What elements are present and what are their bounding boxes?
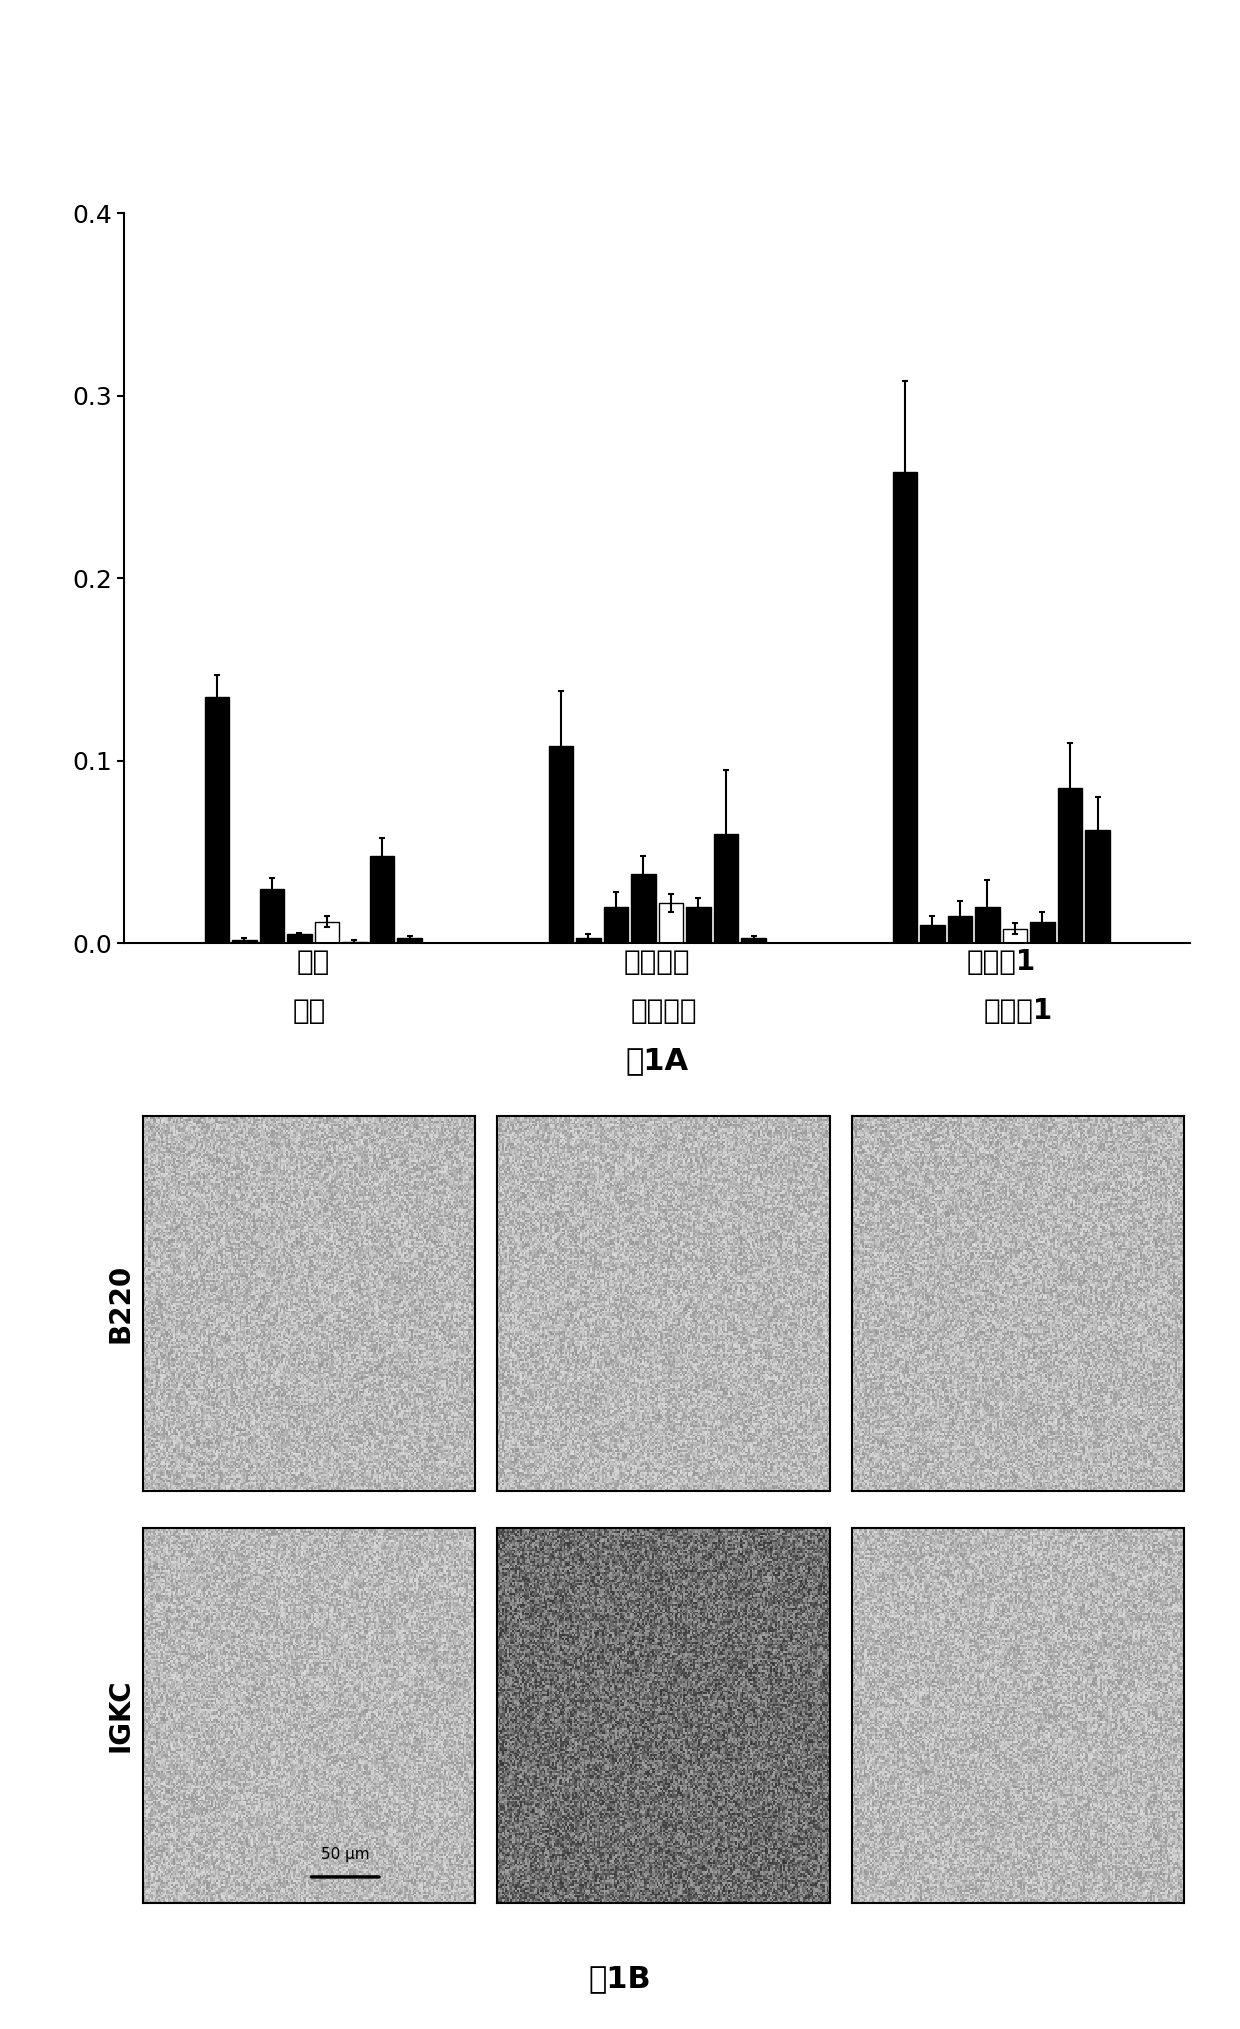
Bar xyxy=(397,937,422,943)
Bar xyxy=(260,889,284,943)
Bar xyxy=(714,834,738,943)
Bar xyxy=(976,907,999,943)
Bar xyxy=(1058,787,1083,943)
Y-axis label: B220: B220 xyxy=(107,1264,134,1343)
Bar xyxy=(288,933,311,943)
Text: 图1B: 图1B xyxy=(589,1964,651,1992)
Bar xyxy=(631,874,656,943)
Text: 对照: 对照 xyxy=(293,996,325,1025)
Bar xyxy=(604,907,627,943)
Y-axis label: IGKC: IGKC xyxy=(107,1678,134,1753)
Bar xyxy=(370,856,394,943)
Bar xyxy=(1003,929,1027,943)
Bar xyxy=(1085,830,1110,943)
Bar xyxy=(920,925,945,943)
Text: 奶沙利钓: 奶沙利钓 xyxy=(630,996,697,1025)
Bar xyxy=(315,921,339,943)
Bar xyxy=(658,903,683,943)
Bar xyxy=(742,937,765,943)
Bar xyxy=(947,915,972,943)
Bar xyxy=(549,747,573,943)
Text: 化合癷1: 化合癷1 xyxy=(983,996,1053,1025)
Bar xyxy=(205,696,229,943)
Bar xyxy=(1030,921,1054,943)
Bar xyxy=(232,939,257,943)
Bar xyxy=(687,907,711,943)
Bar xyxy=(577,937,600,943)
Text: 50 μm: 50 μm xyxy=(321,1846,370,1863)
Bar xyxy=(893,473,918,943)
Text: 图1A: 图1A xyxy=(626,1045,688,1075)
